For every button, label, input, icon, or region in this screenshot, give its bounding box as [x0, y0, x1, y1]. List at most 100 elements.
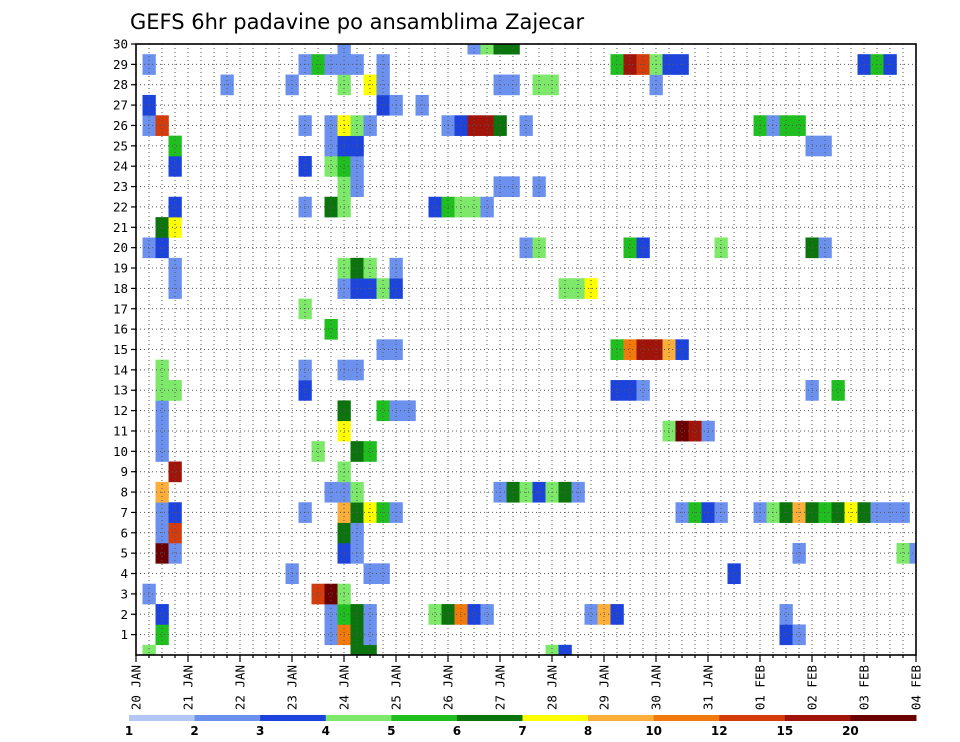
y-tick-label: 2	[120, 607, 128, 622]
heatmap-cell	[298, 156, 312, 177]
heatmap-cell	[155, 624, 169, 646]
colorbar-swatch	[260, 715, 327, 721]
y-tick-label: 6	[120, 525, 128, 540]
colorbar-label: 8	[584, 724, 592, 738]
heatmap-cell	[337, 44, 351, 55]
heatmap-cell	[363, 563, 377, 585]
heatmap-cell	[324, 115, 338, 136]
heatmap-cell	[779, 115, 793, 136]
heatmap-cell	[350, 542, 364, 564]
y-tick-label: 30	[113, 37, 128, 52]
y-tick-label: 3	[120, 586, 128, 601]
y-tick-label: 4	[120, 566, 128, 581]
heatmap-cell	[636, 380, 650, 401]
colorbar-label: 10	[645, 724, 662, 738]
heatmap-cell	[675, 420, 689, 442]
heatmap-cell	[350, 135, 364, 157]
y-tick-label: 27	[113, 98, 128, 113]
heatmap-cell	[155, 217, 169, 238]
heatmap-cell	[662, 420, 676, 442]
y-tick-label: 18	[113, 281, 128, 296]
heatmap-cell	[402, 400, 416, 422]
heatmap-cell	[155, 420, 169, 442]
heatmap-cell	[467, 115, 481, 136]
y-tick-label: 9	[120, 464, 128, 479]
heatmap-cell	[454, 604, 468, 625]
y-tick-label: 17	[113, 301, 128, 316]
y-tick-label: 24	[113, 159, 128, 174]
heatmap-cell	[142, 644, 156, 656]
heatmap-cell	[324, 583, 338, 605]
colorbar-swatch	[588, 715, 655, 721]
colorbar-label: 7	[518, 724, 526, 738]
heatmap-cell	[610, 380, 624, 401]
y-tick-label: 22	[113, 199, 128, 214]
y-tick-label: 14	[113, 362, 128, 377]
x-tick-label: 03 FEB	[857, 665, 872, 710]
colorbar-swatch	[325, 715, 392, 721]
heatmap-cell	[142, 583, 156, 605]
heatmap-cell	[350, 156, 364, 177]
x-tick-label: 21 JAN	[181, 665, 196, 710]
x-tick-label: 31 JAN	[701, 665, 716, 710]
heatmap-cell	[168, 135, 182, 157]
heatmap-cell	[532, 176, 546, 198]
y-tick-label: 26	[113, 118, 128, 133]
heatmap-cell	[415, 94, 429, 116]
heatmap-cell	[688, 420, 702, 442]
y-tick-label: 19	[113, 261, 128, 276]
colorbar-label: 1	[125, 724, 133, 738]
heatmap-cell	[545, 644, 559, 656]
heatmap-cell	[480, 44, 494, 55]
heatmap-cell	[350, 604, 364, 625]
colorbar-swatch	[522, 715, 589, 721]
heatmap-cell	[467, 196, 481, 218]
heatmap-cell	[350, 441, 364, 462]
heatmap-cell	[532, 237, 546, 259]
colorbar-swatch	[784, 715, 851, 721]
x-tick-label: 25 JAN	[389, 665, 404, 710]
heatmap-cell	[480, 604, 494, 625]
heatmap-cell	[155, 359, 169, 381]
y-tick-label: 12	[113, 403, 128, 418]
colorbar-label: 6	[453, 724, 461, 738]
heatmap-cell	[493, 44, 507, 55]
y-axis-ticks: 1234567891011121314151617181920212223242…	[113, 37, 136, 642]
heatmap-cell	[142, 115, 156, 136]
y-tick-label: 21	[113, 220, 128, 235]
heatmap-cell	[298, 359, 312, 381]
y-tick-label: 25	[113, 138, 128, 153]
heatmap-cell	[623, 237, 637, 259]
x-tick-label: 02 FEB	[805, 665, 820, 710]
heatmap-cell	[480, 196, 494, 218]
heatmap-cell	[350, 359, 364, 381]
y-tick-label: 1	[120, 627, 128, 642]
heatmap-cell	[168, 380, 182, 401]
x-tick-label: 04 FEB	[909, 665, 924, 710]
heatmap-cell	[610, 604, 624, 625]
heatmap-cell	[168, 217, 182, 238]
heatmap-cell	[376, 339, 390, 360]
heatmap-cell	[155, 380, 169, 401]
colorbar-swatch	[850, 715, 917, 721]
x-tick-label: 20 JAN	[129, 665, 144, 710]
heatmap-cell	[168, 461, 182, 483]
heatmap-cell	[363, 644, 377, 656]
heatmap-cell	[376, 94, 390, 116]
heatmap-cell	[298, 196, 312, 218]
y-tick-label: 28	[113, 77, 128, 92]
colorbar-label: 4	[322, 724, 330, 738]
colorbar-label: 3	[256, 724, 264, 738]
heatmap-cell	[155, 604, 169, 625]
heatmap-cell	[324, 196, 338, 218]
x-tick-label: 30 JAN	[649, 665, 664, 710]
x-tick-label: 28 JAN	[545, 665, 560, 710]
y-tick-label: 11	[113, 423, 128, 438]
colorbar-swatch	[719, 715, 786, 721]
heatmap-cells	[142, 44, 917, 656]
y-tick-label: 29	[113, 57, 128, 72]
heatmap-cell	[311, 441, 325, 462]
heatmap-cell	[324, 604, 338, 625]
heatmap-cell	[324, 156, 338, 177]
